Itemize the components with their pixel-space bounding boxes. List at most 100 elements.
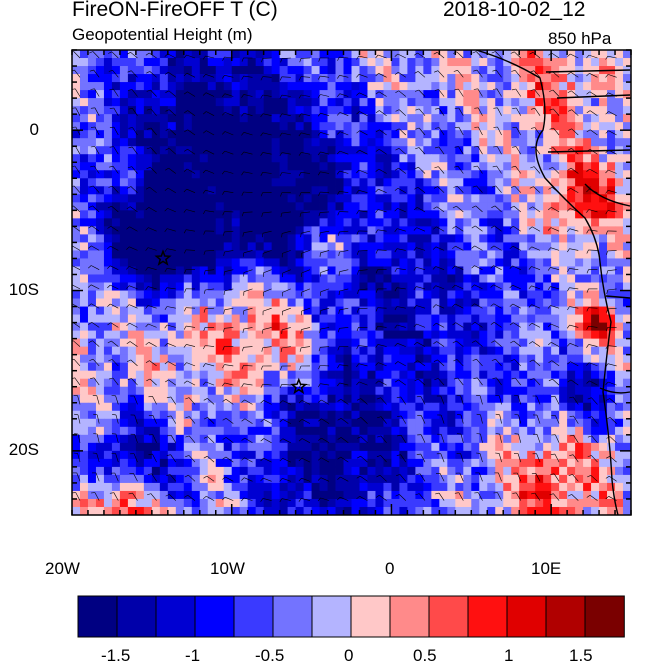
field-cell <box>215 490 225 500</box>
field-cell <box>607 178 616 187</box>
field-cell <box>551 378 560 388</box>
field-cell <box>583 250 592 259</box>
field-cell <box>159 442 169 452</box>
wind-barb-feather <box>492 69 497 72</box>
field-cell <box>567 370 576 380</box>
field-cell <box>183 306 193 315</box>
field-cell <box>255 450 265 460</box>
field-cell <box>551 354 560 364</box>
wind-barb-shaft <box>416 227 426 232</box>
field-cell <box>567 354 576 364</box>
field-cell <box>231 490 241 500</box>
field-cell <box>535 410 544 420</box>
wind-barb-shaft <box>378 168 387 174</box>
field-cell <box>559 250 568 259</box>
field-cell <box>527 482 536 492</box>
wind-barb-shaft <box>438 146 445 155</box>
field-cell <box>87 386 97 396</box>
field-cell <box>567 266 576 275</box>
wind-barb-shaft <box>378 91 387 97</box>
field-cell <box>351 138 360 147</box>
field-cell <box>111 490 121 500</box>
field-cell <box>72 426 81 436</box>
field-cell <box>487 434 496 444</box>
field-cell <box>247 306 257 315</box>
wind-barb-shaft <box>166 306 176 309</box>
field-cell <box>207 66 217 75</box>
field-cell <box>231 274 241 283</box>
field-cell <box>487 466 496 476</box>
field-cell <box>295 98 304 107</box>
field-cell <box>311 290 320 299</box>
wind-barb-feather <box>471 340 476 343</box>
wind-barb-feather <box>89 185 94 188</box>
field-cell <box>247 322 257 332</box>
field-cell <box>127 394 137 404</box>
wind-barb-shaft <box>224 93 234 97</box>
field-cell <box>95 322 105 332</box>
field-cell <box>359 170 368 179</box>
field-cell <box>583 450 592 460</box>
field-cell <box>255 98 265 107</box>
field-cell <box>551 138 560 147</box>
field-cell <box>151 234 161 243</box>
wind-barb-feather <box>453 70 458 72</box>
field-cell <box>503 114 512 123</box>
wind-barb-feather <box>109 146 114 148</box>
wind-barb-feather <box>279 113 283 118</box>
field-cell <box>271 442 281 452</box>
field-cell <box>95 138 105 147</box>
field-cell <box>463 394 472 404</box>
field-cell <box>439 242 448 251</box>
field-cell <box>303 106 312 115</box>
field-cell <box>247 386 257 396</box>
field-cell <box>551 274 560 283</box>
field-cell <box>103 482 113 492</box>
field-cell <box>551 434 560 444</box>
field-cell <box>391 114 400 123</box>
field-cell <box>359 210 368 219</box>
field-cell <box>263 378 273 388</box>
field-cell <box>111 298 121 307</box>
field-cell <box>583 338 592 348</box>
field-cell <box>575 162 584 171</box>
field-cell <box>367 106 376 115</box>
field-cell <box>207 226 217 235</box>
field-cell <box>271 330 281 340</box>
field-cell <box>143 290 153 299</box>
field-cell <box>72 146 81 155</box>
field-cell <box>159 354 169 364</box>
wind-barb-feather <box>434 89 439 91</box>
field-cell <box>583 410 592 420</box>
field-cell <box>72 386 81 396</box>
field-cell <box>359 66 368 75</box>
field-cell <box>407 162 416 171</box>
field-cell <box>231 82 241 91</box>
field-cell <box>199 98 209 107</box>
field-cell <box>487 138 496 147</box>
field-cell <box>447 322 456 332</box>
wind-barb-shaft <box>224 112 234 116</box>
field-cell <box>511 258 520 267</box>
field-cell <box>463 298 472 307</box>
field-cell <box>175 370 185 380</box>
field-cell <box>183 154 193 163</box>
wind-barb-shaft <box>571 128 579 136</box>
field-cell <box>599 458 608 468</box>
field-cell <box>175 154 185 163</box>
field-cell <box>511 434 520 444</box>
field-cell <box>391 458 400 468</box>
field-cell <box>87 194 97 203</box>
field-cell <box>511 466 520 476</box>
field-cell <box>95 114 105 123</box>
field-cell <box>103 402 113 412</box>
wind-barb-feather <box>318 191 321 196</box>
wind-barb-feather <box>164 287 168 292</box>
field-cell <box>279 258 289 267</box>
field-cell <box>143 466 153 476</box>
field-cell <box>215 482 225 492</box>
field-cell <box>303 506 312 515</box>
field-cell <box>95 122 105 131</box>
field-cell <box>263 234 273 243</box>
field-cell <box>351 226 360 235</box>
